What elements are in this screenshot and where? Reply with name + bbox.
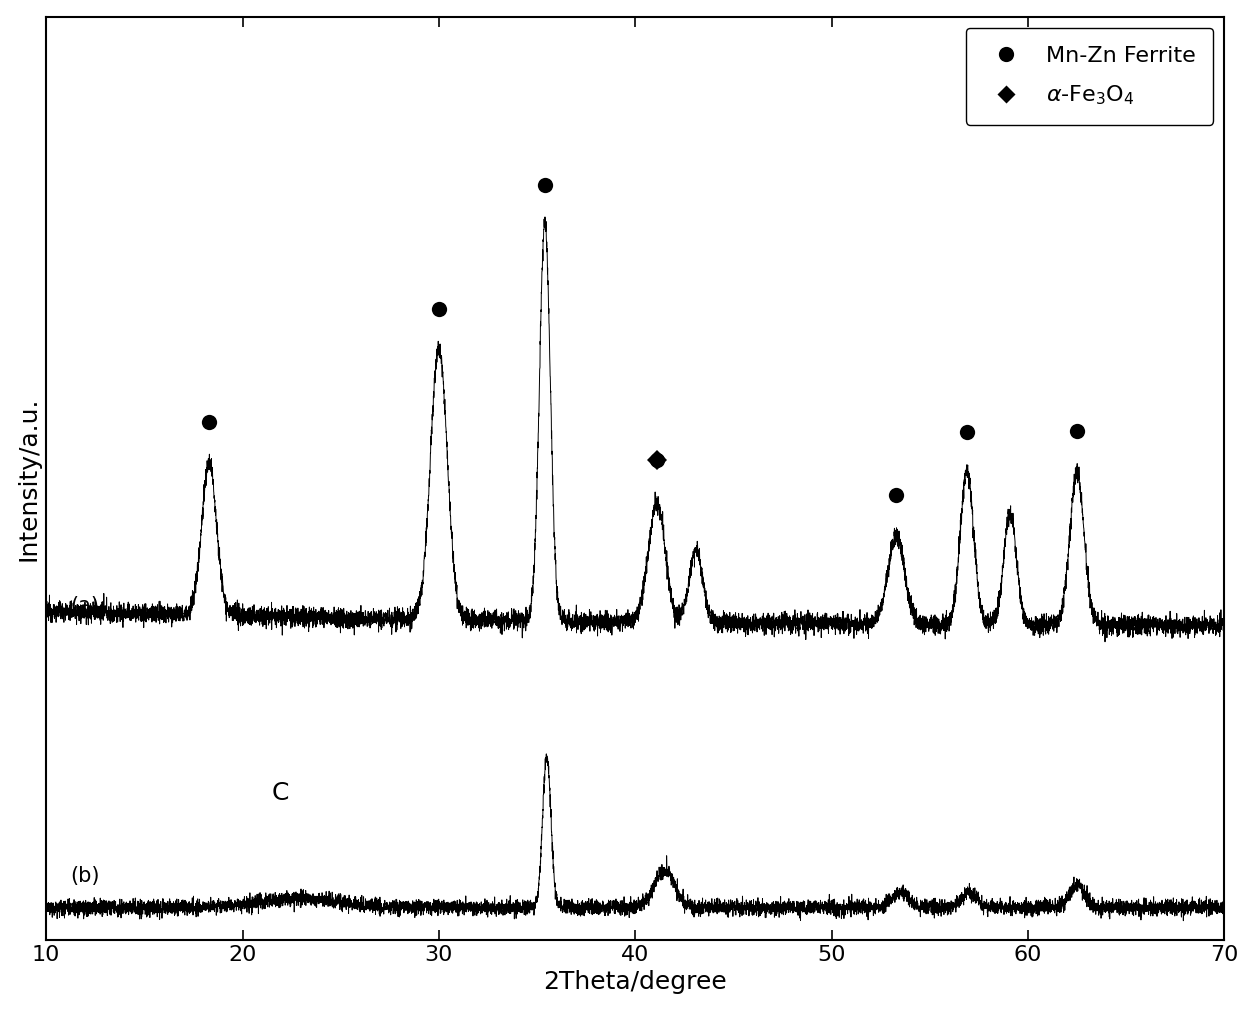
- X-axis label: 2Theta/degree: 2Theta/degree: [543, 971, 727, 995]
- Legend: Mn-Zn Ferrite, $\alpha$-Fe$_3$O$_4$: Mn-Zn Ferrite, $\alpha$-Fe$_3$O$_4$: [965, 27, 1214, 124]
- Text: (b): (b): [70, 866, 99, 886]
- Text: (a): (a): [70, 595, 99, 616]
- Y-axis label: Intensity/a.u.: Intensity/a.u.: [16, 396, 40, 560]
- Text: C: C: [272, 780, 290, 805]
